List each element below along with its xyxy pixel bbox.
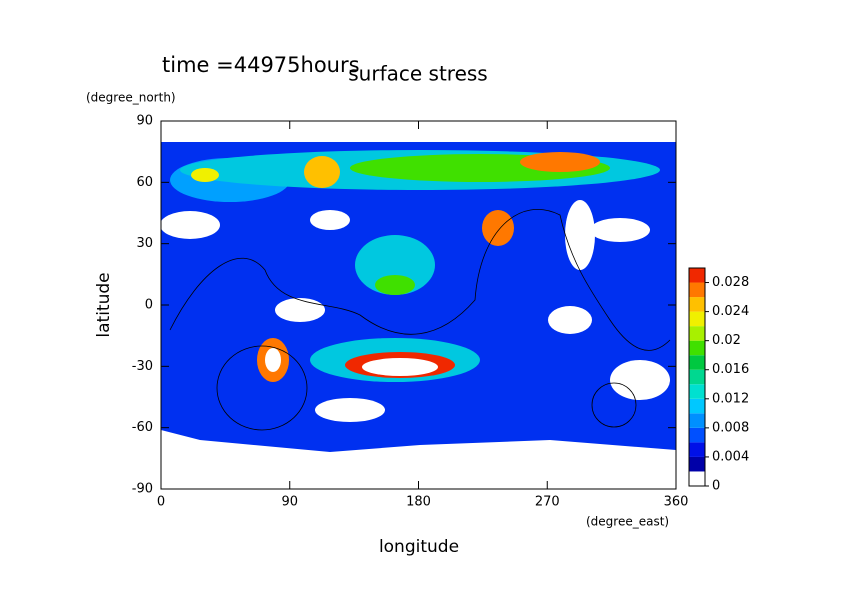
x-tick-label: 270 bbox=[535, 495, 560, 510]
contour-base bbox=[161, 142, 676, 452]
coastline bbox=[169, 209, 671, 351]
contour-hole bbox=[548, 306, 592, 334]
colorbar-swatch bbox=[689, 456, 705, 472]
x-tick-label: 0 bbox=[157, 495, 165, 510]
contour-hole bbox=[590, 218, 650, 242]
contour-hole bbox=[565, 200, 595, 270]
contour-field bbox=[160, 142, 676, 452]
colorbar-swatch bbox=[689, 355, 705, 370]
colorbar-tick-label: 0.02 bbox=[712, 333, 741, 348]
colorbar-swatch bbox=[689, 282, 705, 298]
colorbar-swatch bbox=[689, 471, 705, 486]
y-tick-label: 30 bbox=[136, 236, 153, 251]
y-unit: (degree_north) bbox=[86, 91, 176, 105]
coastline bbox=[591, 382, 637, 428]
colorbar-swatch bbox=[689, 398, 705, 414]
x-tick-label: 180 bbox=[406, 495, 431, 510]
y-tick-label: 0 bbox=[145, 298, 153, 313]
colorbar-swatch bbox=[689, 297, 705, 312]
contour-patch bbox=[191, 168, 219, 182]
y-tick-label: -90 bbox=[132, 482, 153, 497]
y-tick-label: -30 bbox=[132, 359, 153, 374]
colorbar-tick-label: 0.008 bbox=[712, 420, 749, 435]
y-tick-label: 60 bbox=[136, 175, 153, 190]
colorbar-swatch bbox=[689, 369, 705, 385]
axes: 0 90 180 270 360 -90 -60 -30 0 30 60 90 0 0.004 0.008 0… bbox=[132, 114, 749, 510]
y-tick-label: 90 bbox=[136, 114, 153, 129]
colorbar-tick-label: 0 bbox=[712, 479, 720, 494]
colorbar-swatch bbox=[689, 427, 705, 443]
contour-hole bbox=[275, 298, 325, 322]
contour-patch bbox=[362, 358, 438, 376]
subtitle: time =44975hours bbox=[162, 53, 360, 77]
contour-patch bbox=[304, 156, 340, 188]
colorbar-swatch bbox=[689, 413, 705, 428]
colorbar-swatch bbox=[689, 326, 705, 341]
colorbar-tick-label: 0.012 bbox=[712, 391, 749, 406]
contour-patch bbox=[265, 348, 281, 372]
x-tick-label: 90 bbox=[281, 495, 298, 510]
colorbar-tick-label: 0.028 bbox=[712, 275, 749, 290]
colorbar-tick-label: 0.024 bbox=[712, 304, 749, 319]
colorbar-swatch bbox=[689, 384, 705, 399]
colorbar-swatch bbox=[689, 442, 705, 457]
contour-patch bbox=[520, 152, 600, 172]
colorbar-swatch bbox=[689, 268, 705, 283]
contour-patch bbox=[375, 275, 415, 295]
colorbar-swatch bbox=[689, 340, 705, 356]
colorbar-swatch bbox=[689, 311, 705, 327]
contour-hole bbox=[160, 211, 220, 239]
contour-patch bbox=[355, 235, 435, 295]
contour-hole bbox=[310, 210, 350, 230]
colorbar-frame bbox=[688, 267, 706, 487]
colorbar-tick-label: 0.004 bbox=[712, 449, 749, 464]
chart-title: surface stress bbox=[348, 62, 487, 86]
y-axis-label: latitude bbox=[94, 272, 114, 337]
y-tick-label: -60 bbox=[132, 420, 153, 435]
x-axis-label: longitude bbox=[379, 537, 459, 557]
contour-hole bbox=[315, 398, 385, 422]
contour-hole bbox=[610, 360, 670, 400]
x-unit: (degree_east) bbox=[586, 515, 669, 529]
x-tick-label: 360 bbox=[664, 495, 689, 510]
coastline bbox=[216, 345, 308, 431]
contour-patch bbox=[482, 210, 514, 246]
colorbar-tick-label: 0.016 bbox=[712, 362, 749, 377]
